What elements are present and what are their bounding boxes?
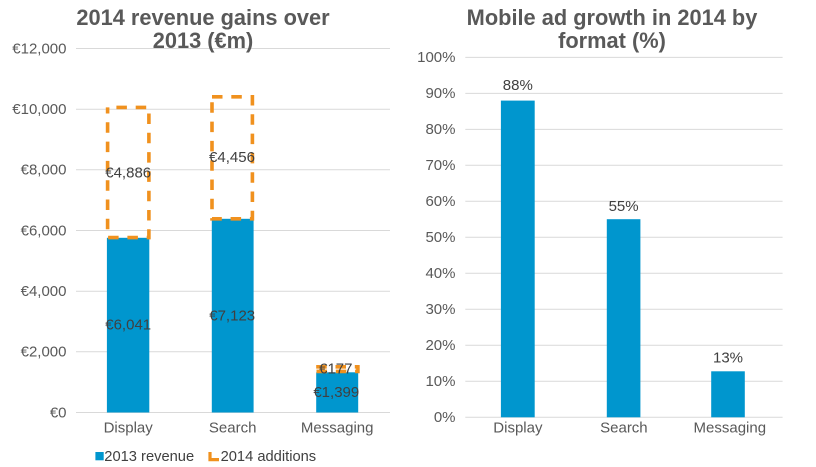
svg-text:2014 revenue gains over: 2014 revenue gains over <box>76 5 330 30</box>
svg-text:30%: 30% <box>425 301 455 318</box>
svg-text:50%: 50% <box>425 229 455 246</box>
svg-text:40%: 40% <box>425 265 455 282</box>
svg-text:70%: 70% <box>425 157 455 174</box>
svg-text:€7,123: €7,123 <box>209 308 255 325</box>
svg-text:88%: 88% <box>503 77 533 94</box>
svg-text:€1,399: €1,399 <box>313 384 359 401</box>
svg-text:€10,000: €10,000 <box>12 101 66 118</box>
svg-text:2013 revenue: 2013 revenue <box>104 449 194 465</box>
svg-text:Search: Search <box>600 420 648 437</box>
svg-text:55%: 55% <box>609 198 639 215</box>
svg-text:Display: Display <box>493 420 543 437</box>
svg-text:10%: 10% <box>425 373 455 390</box>
svg-text:€0: €0 <box>50 404 67 421</box>
svg-text:80%: 80% <box>425 121 455 138</box>
svg-text:€6,000: €6,000 <box>21 222 67 239</box>
svg-text:60%: 60% <box>425 193 455 210</box>
svg-text:Messaging: Messaging <box>301 420 374 437</box>
svg-text:€4,886: €4,886 <box>105 164 151 181</box>
svg-text:2013 (€m): 2013 (€m) <box>153 28 254 53</box>
svg-text:20%: 20% <box>425 337 455 354</box>
svg-text:format (%): format (%) <box>558 28 666 53</box>
svg-text:€177: €177 <box>319 360 352 377</box>
svg-text:0%: 0% <box>434 409 456 426</box>
svg-text:€6,041: €6,041 <box>105 316 151 333</box>
svg-text:90%: 90% <box>425 85 455 102</box>
svg-text:Messaging: Messaging <box>694 420 767 437</box>
svg-text:€12,000: €12,000 <box>12 40 66 57</box>
svg-text:Display: Display <box>104 420 154 437</box>
svg-text:€2,000: €2,000 <box>21 344 67 361</box>
svg-text:2014 additions: 2014 additions <box>221 449 317 465</box>
svg-text:100%: 100% <box>417 49 455 66</box>
svg-text:Mobile ad growth in 2014 by: Mobile ad growth in 2014 by <box>467 5 758 30</box>
svg-text:Search: Search <box>209 420 257 437</box>
svg-text:€4,456: €4,456 <box>209 149 255 166</box>
svg-text:€8,000: €8,000 <box>21 162 67 179</box>
svg-text:€4,000: €4,000 <box>21 283 67 300</box>
svg-text:13%: 13% <box>713 350 743 367</box>
